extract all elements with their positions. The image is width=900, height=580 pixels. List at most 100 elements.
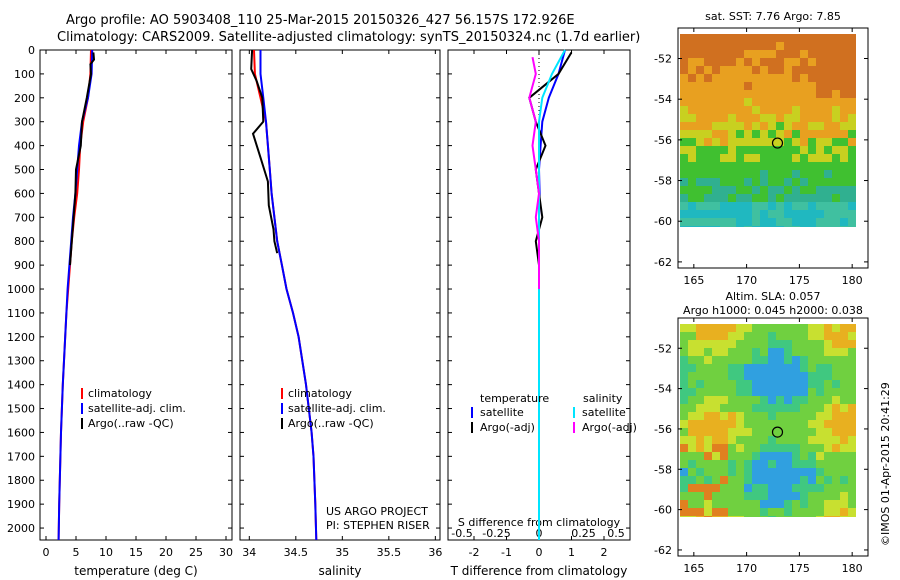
map-cell <box>752 114 760 122</box>
map-cell <box>768 210 776 218</box>
map-cell <box>784 356 792 364</box>
map-cell <box>768 74 776 82</box>
map-cell <box>768 420 776 428</box>
map-cell <box>680 388 688 396</box>
map-cell <box>792 404 800 412</box>
map-cell <box>848 332 856 340</box>
map-cell <box>704 444 712 452</box>
map-cell <box>800 146 808 154</box>
map-title: Altim. SLA: 0.057 <box>725 290 820 303</box>
map-cell <box>784 218 792 226</box>
y-tick-label: -54 <box>654 93 672 106</box>
map-cell <box>696 50 704 58</box>
map-cell <box>720 162 728 170</box>
map-cell <box>808 170 816 178</box>
map-cell <box>736 122 744 130</box>
map-cell <box>752 492 760 500</box>
map-cell <box>744 356 752 364</box>
map-cell <box>824 178 832 186</box>
map-cell <box>712 404 720 412</box>
map-cell <box>824 468 832 476</box>
map-cell <box>744 186 752 194</box>
map-cell <box>688 484 696 492</box>
map-cell <box>728 170 736 178</box>
map-cell <box>800 492 808 500</box>
map-cell <box>776 90 784 98</box>
map-cell <box>688 34 696 42</box>
map-cell <box>712 332 720 340</box>
map-cell <box>744 484 752 492</box>
map-cell <box>760 106 768 114</box>
x-tick-label: 10 <box>99 546 113 559</box>
map-cell <box>768 500 776 508</box>
map-cell <box>736 372 744 380</box>
map-cell <box>720 138 728 146</box>
map-cell <box>816 508 824 516</box>
map-cell <box>832 50 840 58</box>
map-cell <box>840 210 848 218</box>
map-cell <box>696 210 704 218</box>
map-cell <box>712 42 720 50</box>
map-cell <box>712 98 720 106</box>
map-cell <box>848 436 856 444</box>
map-cell <box>688 404 696 412</box>
map-cell <box>752 138 760 146</box>
map-cell <box>816 194 824 202</box>
map-cell <box>744 194 752 202</box>
map-cell <box>720 170 728 178</box>
map-cell <box>760 218 768 226</box>
map-cell <box>712 74 720 82</box>
map-cell <box>848 356 856 364</box>
map-cell <box>720 508 728 516</box>
map-cell <box>704 178 712 186</box>
map-cell <box>696 194 704 202</box>
map-cell <box>792 436 800 444</box>
map-cell <box>752 74 760 82</box>
map-cell <box>840 218 848 226</box>
map-cell <box>752 210 760 218</box>
x-tick-label: -2 <box>469 546 480 559</box>
map-cell <box>720 340 728 348</box>
map-cell <box>744 436 752 444</box>
annotation-text: PI: STEPHEN RISER <box>326 519 430 532</box>
map-cell <box>752 372 760 380</box>
map-cell <box>744 122 752 130</box>
map-cell <box>736 50 744 58</box>
x-tick-label: -1 <box>501 546 512 559</box>
map-cell <box>832 340 840 348</box>
map-cell <box>840 444 848 452</box>
map-cell <box>848 364 856 372</box>
map-cell <box>704 508 712 516</box>
y-tick-label: 600 <box>14 187 35 200</box>
map-cell <box>704 380 712 388</box>
map-cell <box>824 508 832 516</box>
map-cell <box>832 162 840 170</box>
map-cell <box>728 226 736 227</box>
map-cell <box>824 226 832 227</box>
map-cell <box>720 186 728 194</box>
map-cell <box>720 82 728 90</box>
map-cell <box>752 420 760 428</box>
map-cell <box>728 428 736 436</box>
map-cell <box>808 420 816 428</box>
map-cell <box>736 98 744 106</box>
map-cell <box>784 516 792 517</box>
map-cell <box>840 324 848 332</box>
map-cell <box>744 138 752 146</box>
map-cell <box>744 364 752 372</box>
map-cell <box>824 324 832 332</box>
map-cell <box>792 226 800 227</box>
y-tick-label: -60 <box>654 504 672 517</box>
map-cell <box>816 420 824 428</box>
map-cell <box>832 154 840 162</box>
y-tick-label: 0 <box>28 44 35 57</box>
map-cell <box>840 436 848 444</box>
map-cell <box>728 356 736 364</box>
map-cell <box>840 468 848 476</box>
map-cell <box>816 138 824 146</box>
map-cell <box>688 82 696 90</box>
map-cell <box>680 340 688 348</box>
map-cell <box>832 412 840 420</box>
map-cell <box>808 114 816 122</box>
map-cell <box>800 508 808 516</box>
